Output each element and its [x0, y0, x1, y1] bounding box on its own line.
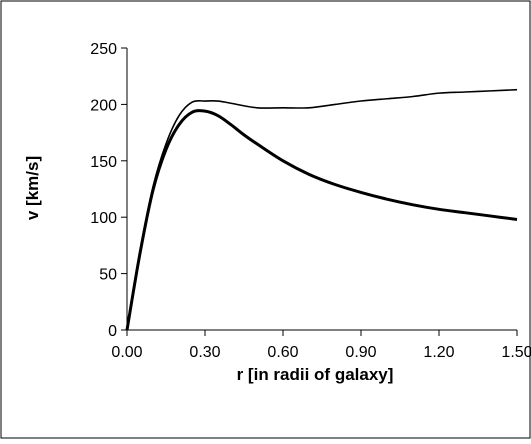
y-tick-label: 250	[90, 41, 117, 58]
series-line-1	[126, 88, 518, 331]
series-line-2	[125, 109, 518, 331]
x-axis-title: r [in radii of galaxy]	[237, 365, 394, 384]
x-tick-label: 1.20	[423, 344, 454, 361]
x-tick-label: 0.60	[267, 344, 298, 361]
x-tick-label: 0.30	[189, 344, 220, 361]
y-tick-label: 200	[90, 97, 117, 114]
x-tick-label: 1.50	[501, 344, 531, 361]
x-tick-label: 0.90	[345, 344, 376, 361]
y-tick-label: 150	[90, 154, 117, 171]
x-tick-label: 0.00	[111, 344, 142, 361]
series-group	[125, 88, 518, 331]
y-tick-label: 100	[90, 210, 117, 227]
y-tick-label: 50	[99, 267, 117, 284]
y-axis-title: v [km/s]	[23, 156, 42, 220]
x-axis-ticks: 0.00 0.30 0.60 0.90 1.20 1.50	[111, 330, 531, 361]
y-axis-ticks: 0 50 100 150 200 250	[90, 41, 127, 340]
y-tick-label: 0	[108, 323, 117, 340]
